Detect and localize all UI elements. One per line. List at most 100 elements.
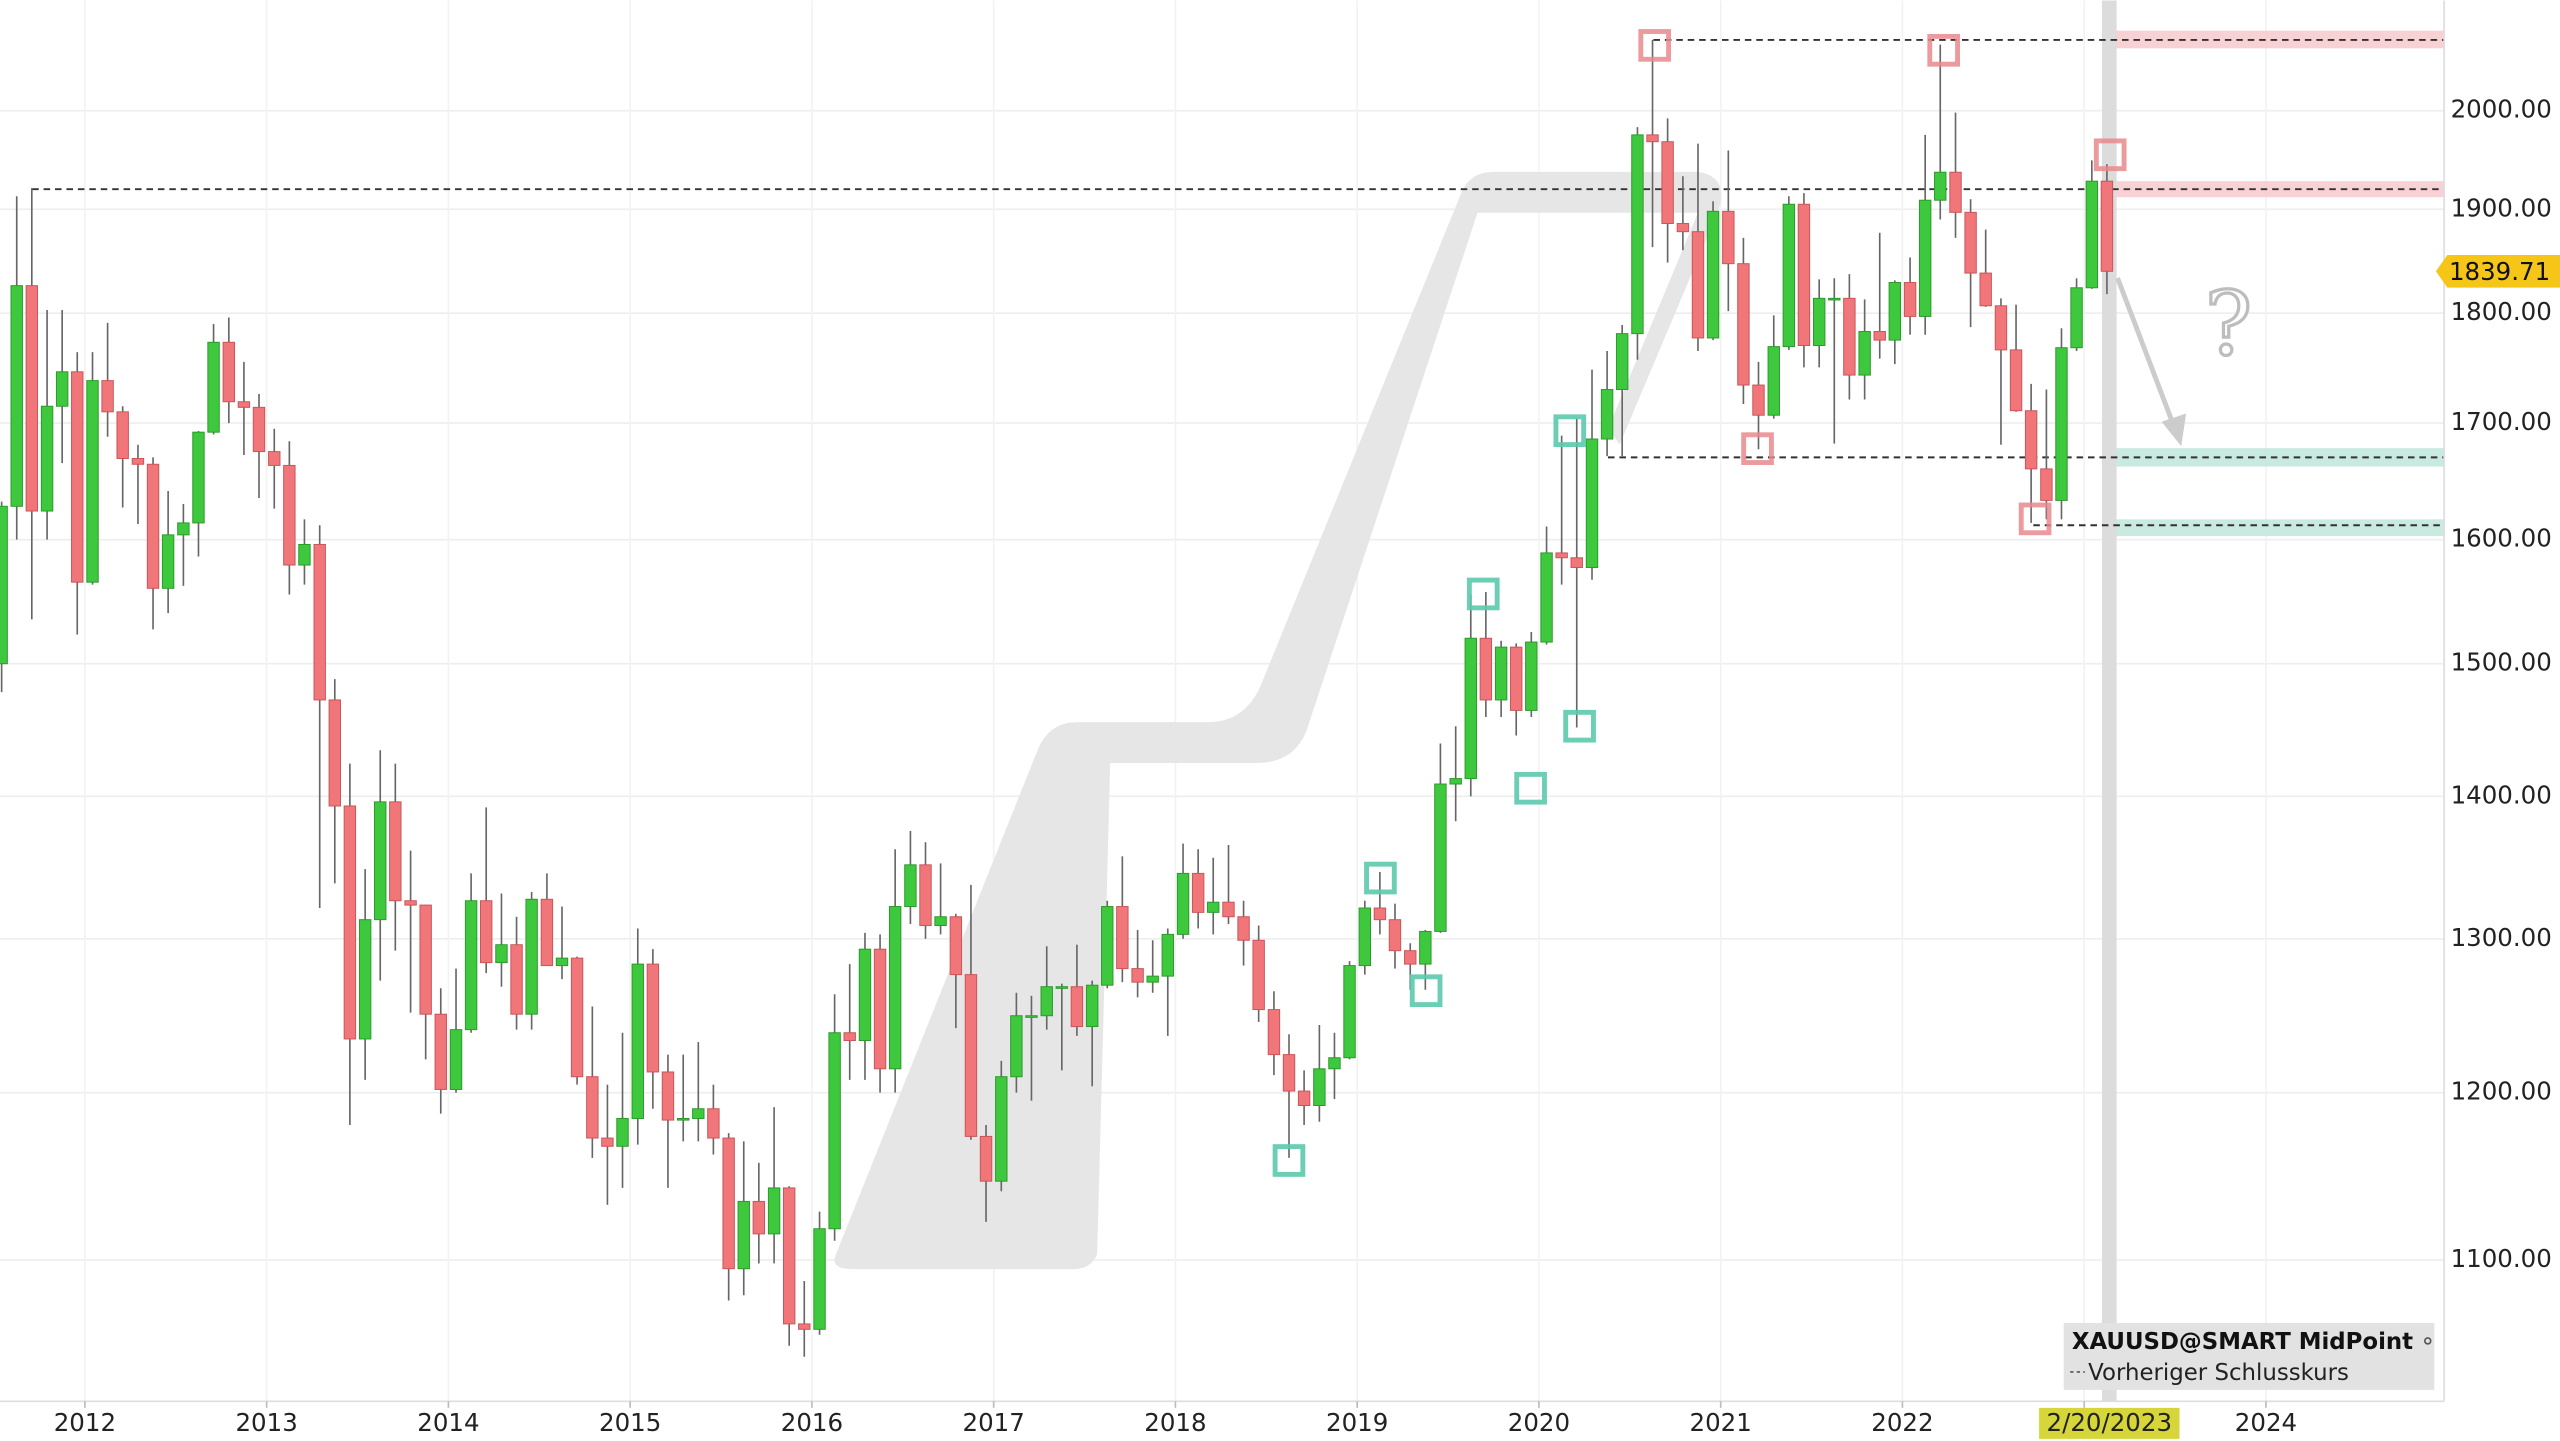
candle-body	[1767, 346, 1780, 416]
candle-body	[1040, 986, 1053, 1017]
candle-body	[419, 904, 432, 1015]
candle-body	[207, 341, 220, 433]
x-tick-label: 2018	[1144, 1408, 1206, 1437]
candle-body	[1691, 231, 1705, 339]
candle-body	[2070, 287, 2083, 349]
candle-body	[1888, 282, 1902, 341]
candle-body	[2024, 410, 2038, 470]
candle-body	[146, 463, 160, 589]
candle-body	[1615, 333, 1629, 390]
candle-body	[1101, 906, 1114, 986]
candle-body	[601, 1137, 614, 1147]
candle-body	[1918, 199, 1932, 317]
candle-body	[616, 1117, 629, 1147]
candle-body	[1737, 263, 1750, 386]
price-label: 1839.71	[2449, 257, 2550, 286]
candle-body	[570, 957, 584, 1078]
candle-body	[722, 1137, 735, 1270]
candle-body	[25, 285, 39, 512]
candle-body	[2009, 349, 2023, 412]
candle-body	[40, 405, 54, 512]
candle-body	[677, 1117, 690, 1121]
candle-body	[434, 1013, 447, 1090]
candle-body	[934, 916, 947, 927]
legend: XAUUSD@SMART MidPoint Vorheriger Schluss…	[2063, 1322, 2435, 1390]
candle-body	[510, 944, 523, 1015]
candle-body	[313, 543, 326, 701]
candle-body	[813, 1228, 826, 1330]
candle-body	[737, 1200, 750, 1270]
candle-body	[237, 401, 251, 408]
candle-body	[843, 1032, 856, 1042]
candle-body	[1949, 171, 1962, 213]
candle-body	[2100, 180, 2114, 272]
candle-body	[252, 406, 266, 453]
y-tick-label: 1800.00	[2451, 297, 2552, 326]
candle-body	[1434, 783, 1447, 932]
candle-body	[1373, 907, 1387, 921]
candle-body	[328, 699, 341, 807]
trend-channel	[834, 171, 1722, 1270]
candle-body	[782, 1187, 796, 1325]
candle-body	[964, 974, 978, 1137]
candle-body	[1782, 203, 1796, 348]
pivot-marker	[1409, 974, 1443, 1008]
candle-body	[1570, 557, 1583, 568]
y-tick-label: 1400.00	[2451, 780, 2552, 809]
candle-body	[767, 1187, 781, 1235]
candle-body	[86, 380, 99, 583]
candle-body	[1631, 134, 1644, 335]
pivot-marker	[1563, 709, 1596, 743]
y-tick-label: 2000.00	[2451, 95, 2552, 124]
candle-body	[358, 919, 372, 1040]
candle-body	[268, 451, 281, 466]
candle-body	[949, 916, 963, 976]
candle-body	[1282, 1054, 1296, 1092]
candle-body	[540, 898, 554, 967]
candle-body	[692, 1108, 705, 1119]
candle-body	[374, 801, 387, 921]
candle-body	[389, 801, 402, 902]
candle-body	[1797, 203, 1811, 347]
candle-body	[798, 1323, 811, 1330]
candle-body	[449, 1029, 463, 1090]
candle-body	[177, 522, 190, 536]
candle-body	[1646, 134, 1659, 143]
candle-body	[904, 864, 917, 908]
legend-box	[2063, 1322, 2435, 1390]
price-badge	[2435, 254, 2560, 288]
candle-body	[1903, 282, 1917, 317]
candle-body	[298, 543, 311, 566]
candle-body	[1479, 637, 1493, 701]
candle-body	[828, 1032, 841, 1230]
levels	[32, 38, 2445, 527]
x-tick-label: 2021	[1690, 1408, 1752, 1437]
candle-body	[1449, 778, 1462, 785]
zone	[2102, 519, 2445, 537]
candle-body	[1388, 919, 1402, 952]
candle-body	[1464, 637, 1477, 780]
candle-body	[55, 371, 69, 407]
candle-body	[495, 944, 508, 964]
forecast-arrow	[2115, 277, 2187, 447]
candle-body	[71, 371, 84, 583]
candle-body	[1858, 330, 1871, 376]
candle-body	[464, 900, 478, 1031]
candle-body	[1025, 1015, 1038, 1018]
pivot-marker	[1466, 577, 1500, 611]
candle-body	[1131, 968, 1144, 983]
y-tick-label: 1100.00	[2451, 1244, 2552, 1273]
legend-entry: XAUUSD@SMART MidPoint	[2072, 1329, 2413, 1355]
pivot-marker	[1927, 33, 1960, 67]
arrow-shaft	[2115, 277, 2177, 430]
candles	[0, 39, 2114, 1357]
candle-body	[161, 534, 175, 589]
support-markers	[1272, 414, 1596, 1177]
x-tick-label: 2012	[54, 1408, 116, 1437]
candle-body	[1237, 916, 1250, 941]
candle-body	[222, 341, 236, 403]
legend-dot	[2423, 1337, 2432, 1345]
candle-body	[1494, 646, 1508, 701]
candle-body	[858, 948, 872, 1042]
